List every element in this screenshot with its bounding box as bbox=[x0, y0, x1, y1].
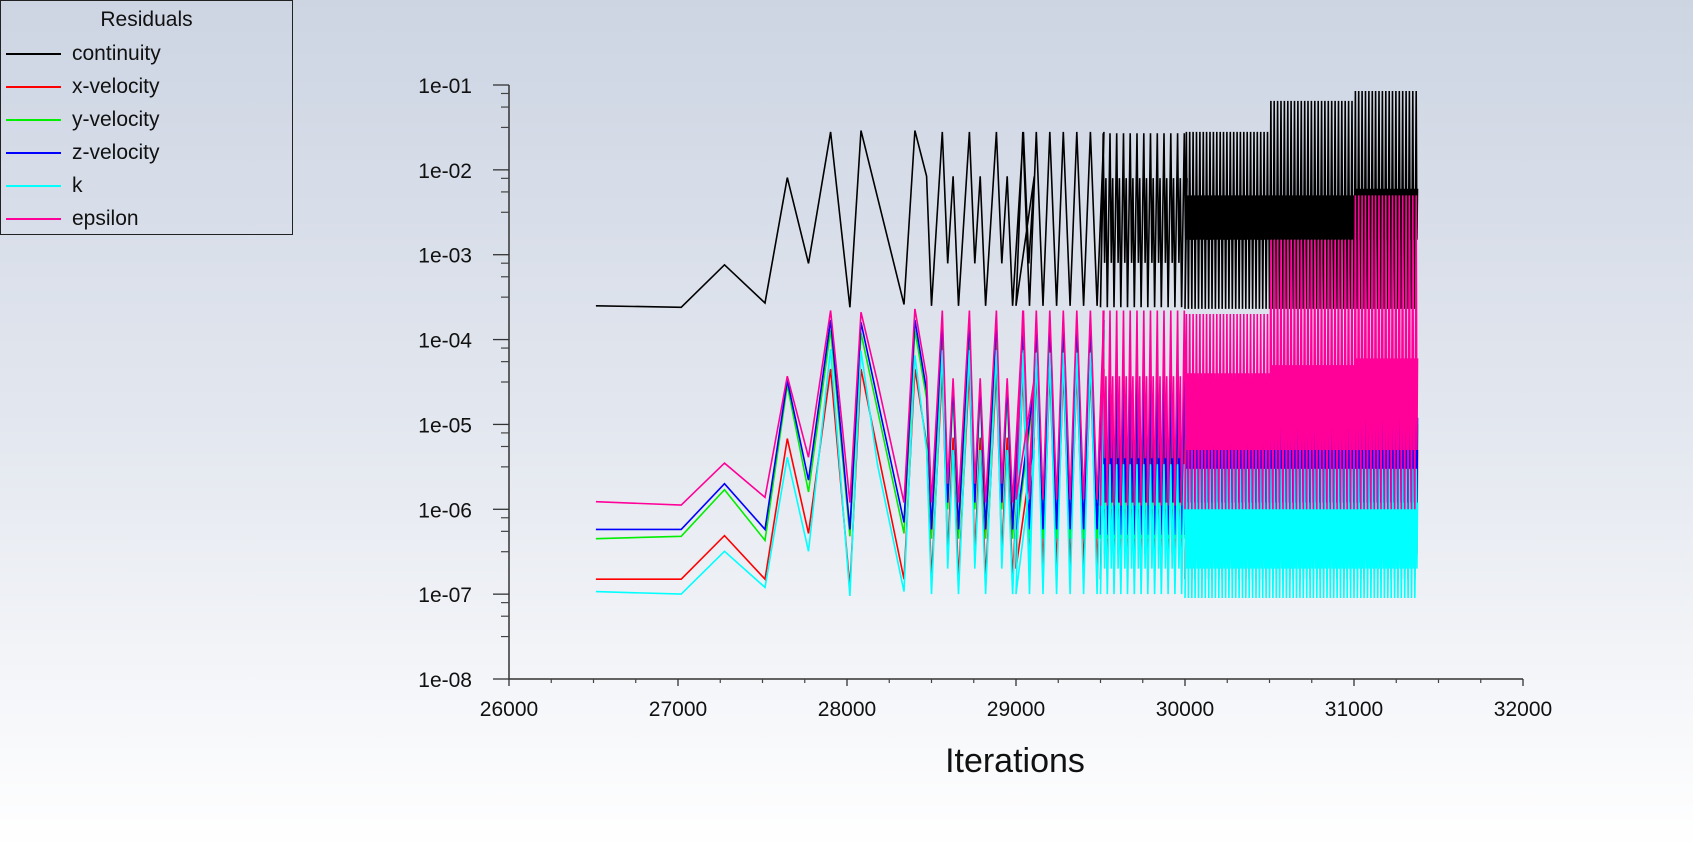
x-axis-title: Iterations bbox=[945, 742, 1085, 780]
x-tick-label: 29000 bbox=[987, 698, 1045, 721]
series-layer bbox=[595, 90, 1419, 599]
legend-swatch bbox=[6, 86, 61, 88]
x-tick-label: 28000 bbox=[818, 698, 876, 721]
y-tick-label: 1e-04 bbox=[418, 330, 472, 353]
legend-swatch bbox=[6, 185, 61, 187]
y-tick-label: 1e-01 bbox=[418, 75, 472, 98]
legend-label: epsilon bbox=[72, 207, 139, 230]
y-tick-label: 1e-06 bbox=[418, 499, 472, 522]
y-tick-label: 1e-02 bbox=[418, 160, 472, 183]
series-line-continuity bbox=[595, 90, 1419, 309]
legend-label: z-velocity bbox=[72, 141, 160, 164]
legend-label: x-velocity bbox=[72, 75, 160, 98]
legend-title: Residuals bbox=[100, 8, 193, 31]
x-tick-label: 27000 bbox=[649, 698, 707, 721]
legend-label: k bbox=[72, 174, 83, 197]
legend-item-continuity: continuity bbox=[6, 39, 161, 69]
y-tick-label: 1e-05 bbox=[418, 414, 472, 437]
series-line-epsilon bbox=[595, 195, 1419, 510]
y-tick-label: 1e-08 bbox=[418, 669, 472, 692]
legend-swatch bbox=[6, 53, 61, 55]
legend-item-y-velocity: y-velocity bbox=[6, 105, 160, 135]
legend-item-k: k bbox=[6, 171, 83, 201]
x-tick-label: 30000 bbox=[1156, 698, 1214, 721]
legend-label: continuity bbox=[72, 42, 161, 65]
legend-swatch bbox=[6, 218, 61, 220]
series-line-k bbox=[595, 349, 1419, 599]
legend-swatch bbox=[6, 119, 61, 121]
legend-label: y-velocity bbox=[72, 108, 160, 131]
x-tick-label: 31000 bbox=[1325, 698, 1383, 721]
legend-item-epsilon: epsilon bbox=[6, 204, 139, 234]
legend-swatch bbox=[6, 152, 61, 154]
legend-item-z-velocity: z-velocity bbox=[6, 138, 160, 168]
legend: Residuals continuity x-velocity y-velocity… bbox=[0, 0, 293, 235]
legend-item-x-velocity: x-velocity bbox=[6, 72, 160, 102]
axes: 1e-01 1e-02 1e-03 1e-04 1e-05 1e-06 1e-07 1e-08… bbox=[418, 75, 1552, 721]
x-tick-label: 32000 bbox=[1494, 698, 1552, 721]
y-tick-label: 1e-03 bbox=[418, 245, 472, 268]
y-tick-label: 1e-07 bbox=[418, 584, 472, 607]
x-tick-label: 26000 bbox=[480, 698, 538, 721]
